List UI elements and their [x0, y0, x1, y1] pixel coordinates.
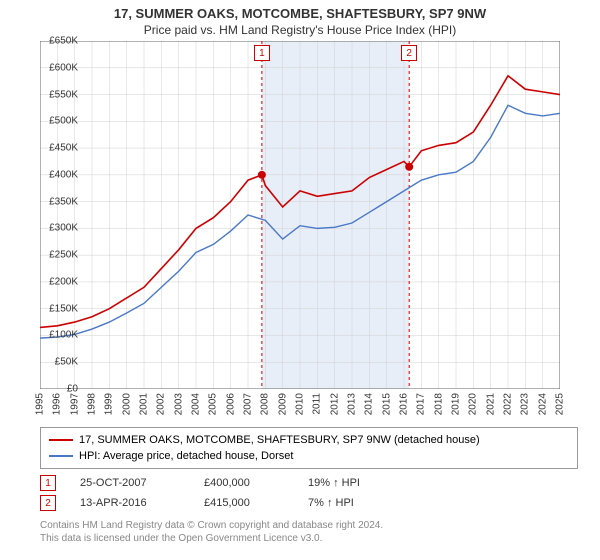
- x-tick-label: 2022: [503, 393, 514, 415]
- x-tick-label: 2007: [243, 393, 254, 415]
- x-tick-label: 1996: [52, 393, 63, 415]
- sale-badge: 1: [40, 475, 56, 491]
- x-tick-label: 1995: [35, 393, 46, 415]
- x-tick-label: 1999: [104, 393, 115, 415]
- y-tick-label: £50K: [55, 357, 78, 368]
- x-tick-label: 2010: [295, 393, 306, 415]
- y-tick-label: £450K: [49, 143, 78, 154]
- sale-price: £400,000: [204, 477, 284, 489]
- x-tick-label: 2016: [399, 393, 410, 415]
- y-tick-label: £350K: [49, 196, 78, 207]
- sale-row: 2 13-APR-2016 £415,000 7% ↑ HPI: [40, 493, 600, 513]
- legend-label-property: 17, SUMMER OAKS, MOTCOMBE, SHAFTESBURY, …: [79, 434, 480, 446]
- y-tick-label: £600K: [49, 62, 78, 73]
- sale-date: 25-OCT-2007: [80, 477, 180, 489]
- sale-delta: 19% ↑ HPI: [308, 477, 360, 489]
- legend: 17, SUMMER OAKS, MOTCOMBE, SHAFTESBURY, …: [40, 427, 578, 469]
- x-tick-label: 2000: [121, 393, 132, 415]
- chart-marker-badge: 1: [254, 45, 270, 61]
- x-tick-label: 2015: [381, 393, 392, 415]
- chart-area: £0£50K£100K£150K£200K£250K£300K£350K£400…: [40, 41, 600, 421]
- y-tick-label: £150K: [49, 303, 78, 314]
- copyright-line: Contains HM Land Registry data © Crown c…: [40, 519, 600, 532]
- sale-badge: 2: [40, 495, 56, 511]
- x-tick-label: 1998: [87, 393, 98, 415]
- y-tick-label: £400K: [49, 169, 78, 180]
- legend-label-hpi: HPI: Average price, detached house, Dors…: [79, 450, 293, 462]
- sale-date: 13-APR-2016: [80, 497, 180, 509]
- y-tick-label: £300K: [49, 223, 78, 234]
- x-tick-label: 2006: [225, 393, 236, 415]
- legend-swatch-property: [49, 439, 73, 441]
- x-tick-label: 2011: [312, 393, 323, 415]
- x-tick-label: 2009: [277, 393, 288, 415]
- y-tick-label: £100K: [49, 330, 78, 341]
- legend-row-hpi: HPI: Average price, detached house, Dors…: [49, 448, 569, 464]
- y-tick-label: £200K: [49, 276, 78, 287]
- x-tick-label: 2019: [451, 393, 462, 415]
- x-tick-label: 2024: [537, 393, 548, 415]
- y-tick-label: £250K: [49, 250, 78, 261]
- y-tick-label: £550K: [49, 89, 78, 100]
- x-tick-label: 1997: [69, 393, 80, 415]
- sale-row: 1 25-OCT-2007 £400,000 19% ↑ HPI: [40, 473, 600, 493]
- x-tick-label: 2025: [555, 393, 566, 415]
- x-tick-label: 2018: [433, 393, 444, 415]
- x-tick-label: 2013: [347, 393, 358, 415]
- copyright: Contains HM Land Registry data © Crown c…: [40, 519, 600, 545]
- y-tick-label: £650K: [49, 36, 78, 47]
- x-tick-label: 2020: [468, 393, 479, 415]
- legend-row-property: 17, SUMMER OAKS, MOTCOMBE, SHAFTESBURY, …: [49, 432, 569, 448]
- chart-title: 17, SUMMER OAKS, MOTCOMBE, SHAFTESBURY, …: [0, 0, 600, 21]
- x-tick-label: 2004: [191, 393, 202, 415]
- line-chart: [40, 41, 560, 389]
- x-tick-label: 2003: [173, 393, 184, 415]
- x-tick-label: 2021: [485, 393, 496, 415]
- chart-subtitle: Price paid vs. HM Land Registry's House …: [0, 21, 600, 41]
- copyright-line: This data is licensed under the Open Gov…: [40, 532, 600, 545]
- sale-delta: 7% ↑ HPI: [308, 497, 354, 509]
- x-tick-label: 2017: [416, 393, 427, 415]
- x-tick-label: 2014: [364, 393, 375, 415]
- x-tick-label: 2008: [260, 393, 271, 415]
- sales-list: 1 25-OCT-2007 £400,000 19% ↑ HPI 2 13-AP…: [40, 473, 600, 513]
- y-tick-label: £500K: [49, 116, 78, 127]
- x-tick-label: 2023: [520, 393, 531, 415]
- x-tick-label: 2002: [156, 393, 167, 415]
- x-tick-label: 2005: [208, 393, 219, 415]
- x-tick-label: 2001: [139, 393, 150, 415]
- chart-marker-badge: 2: [401, 45, 417, 61]
- x-tick-label: 2012: [329, 393, 340, 415]
- legend-swatch-hpi: [49, 455, 73, 457]
- sale-price: £415,000: [204, 497, 284, 509]
